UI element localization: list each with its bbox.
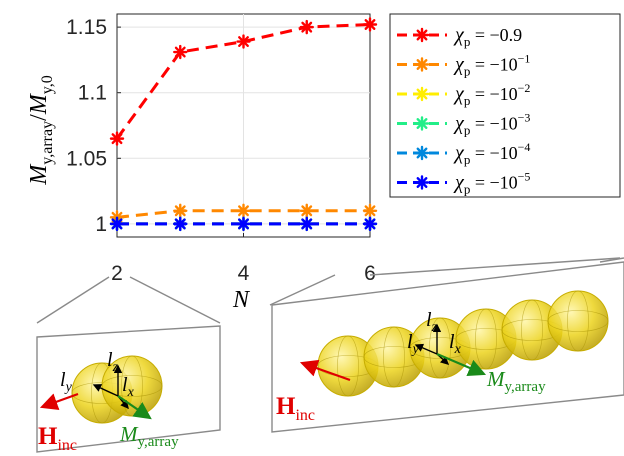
inset-n6-lx-label: lx	[449, 331, 462, 357]
legend-label: χp = −10−3	[453, 111, 530, 138]
x-tick-label: 2	[111, 262, 123, 285]
legend-entry: χp = −10−3	[397, 111, 530, 138]
inset-n6: lz ly lx My,array Hinc	[271, 261, 624, 433]
inset-n6-h-label: Hinc	[276, 393, 315, 424]
inset-n6-m-label: My,array	[486, 367, 546, 395]
series-0	[109, 17, 378, 146]
legend-box	[389, 13, 621, 198]
legend-entry: χp = −0.9	[397, 24, 522, 49]
data-point	[236, 203, 251, 218]
data-point	[173, 203, 188, 218]
legend-swatch-marker	[414, 27, 430, 43]
legend-label: χp = −10−2	[453, 81, 530, 108]
data-point	[299, 203, 314, 218]
inset-n2: lz ly lx My,array Hinc	[36, 325, 221, 454]
legend-entry: χp = −10−5	[397, 170, 530, 197]
x-ticks: 2 4 6	[111, 233, 376, 285]
legend: χp = −0.9χp = −10−1χp = −10−2χp = −10−3χ…	[389, 13, 621, 198]
x-tick-label: 4	[238, 262, 250, 285]
inset-n2-m-label: My,array	[119, 422, 179, 450]
plot-area: 1 1.05 1.1 1.15 2 4 6	[66, 13, 378, 285]
inset-n2-lx-label: lx	[122, 374, 135, 400]
data-point	[299, 216, 314, 232]
y-tick-label: 1.05	[66, 147, 107, 170]
legend-label: χp = −10−4	[453, 140, 530, 167]
data-point	[173, 216, 188, 232]
y-tick-label: 1.1	[78, 82, 107, 105]
inset-n6-frame	[271, 261, 624, 433]
inset-n6-lz-label: lz	[426, 309, 438, 335]
legend-swatch-marker	[414, 86, 430, 102]
data-point	[236, 34, 251, 49]
x-axis-label: N	[232, 287, 251, 313]
series-group	[109, 17, 378, 232]
legend-label: χp = −10−1	[453, 52, 530, 79]
legend-swatch-marker	[414, 116, 430, 131]
data-point	[362, 216, 378, 232]
legend-entry: χp = −10−4	[397, 140, 530, 167]
inset-n2-frame	[36, 325, 221, 453]
y-ticks: 1 1.05 1.1 1.15	[66, 16, 121, 236]
data-point	[109, 216, 125, 232]
sphere	[363, 326, 425, 388]
series-line	[116, 209, 370, 219]
data-point	[299, 19, 314, 35]
y-tick-label: 1	[95, 213, 107, 236]
legend-label: χp = −10−5	[453, 170, 530, 197]
y-axis-label: My,array/My,0	[26, 75, 56, 185]
inset-n6-ly-label: ly	[407, 331, 420, 357]
data-point	[362, 203, 378, 218]
legend-swatch-marker	[414, 145, 430, 161]
data-point	[236, 216, 251, 232]
data-point	[109, 131, 125, 146]
sphere	[547, 290, 609, 352]
legend-entry: χp = −10−2	[397, 81, 530, 108]
inset-n2-h-label: Hinc	[38, 423, 77, 454]
legend-swatch-marker	[414, 57, 430, 72]
data-point	[362, 17, 378, 32]
x-tick-label: 6	[364, 262, 376, 285]
inset-connectors	[36, 257, 624, 324]
series-1	[109, 203, 378, 225]
data-point	[173, 44, 188, 60]
inset-n2-lz-label: lz	[107, 349, 119, 375]
legend-label: χp = −0.9	[453, 24, 522, 49]
series-5	[109, 216, 378, 232]
inset-n2-ly-label: ly	[60, 369, 73, 395]
legend-entry: χp = −10−1	[397, 52, 530, 79]
y-tick-label: 1.15	[66, 16, 107, 39]
legend-swatch-marker	[414, 175, 430, 190]
